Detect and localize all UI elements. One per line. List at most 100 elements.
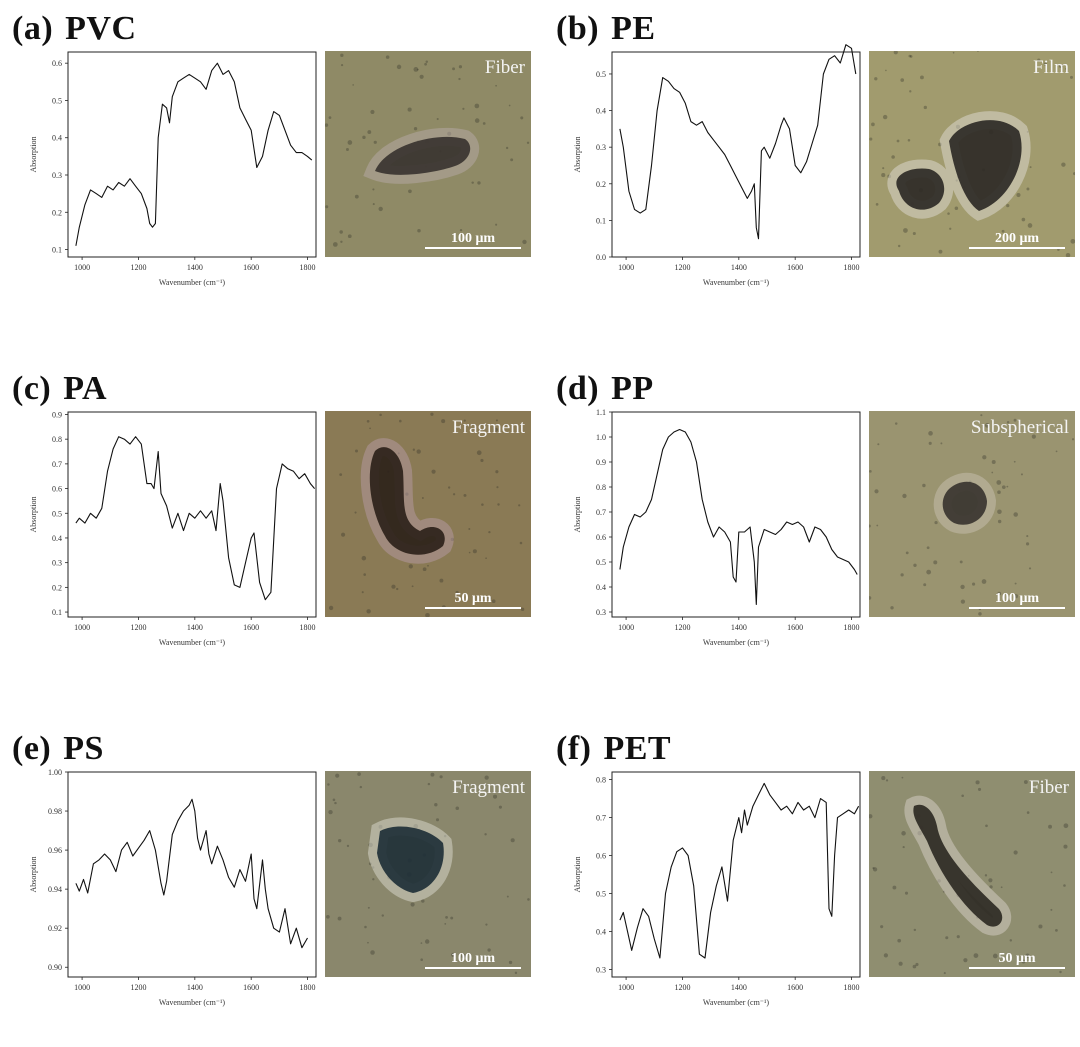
panel-title: (b) PE	[556, 10, 656, 48]
panel-tag: (c)	[12, 370, 52, 407]
y-axis-title: Absorption	[29, 497, 38, 533]
panel-title: (a) PVC	[12, 10, 137, 48]
polymer-name: PS	[63, 730, 104, 767]
y-tick-label: 0.5	[52, 509, 62, 518]
morphology-label: Fiber	[1028, 777, 1069, 798]
micrograph-image: Fiber 50 μm	[869, 771, 1075, 977]
x-tick-label: 1000	[618, 983, 634, 992]
spectrum-line	[75, 62, 313, 246]
x-axis-title: Wavenumber (cm⁻¹)	[703, 278, 770, 287]
spectrum-line	[619, 782, 860, 959]
polymer-name: PVC	[65, 10, 137, 47]
panel-title: (f) PET	[556, 730, 671, 768]
y-tick-label: 0.5	[52, 96, 62, 105]
polymer-name: PP	[611, 370, 654, 407]
x-tick-label: 1400	[187, 983, 203, 992]
panel-a: (a) PVC 1000 1200 1400 1600 1800 0.1 0.2 0.3 0.4 0.…	[12, 10, 532, 310]
y-tick-label: 0.5	[596, 558, 606, 567]
y-tick-label: 0.3	[596, 608, 606, 617]
x-tick-label: 1400	[187, 263, 203, 272]
plot-frame	[611, 771, 861, 978]
y-axis-title: Absorption	[29, 857, 38, 893]
micrograph-image: Film 200 μm	[869, 51, 1075, 257]
y-tick-label: 0.6	[52, 59, 62, 68]
x-axis-title: Wavenumber (cm⁻¹)	[159, 638, 226, 647]
scale-bar	[425, 967, 521, 969]
scale-bar	[425, 247, 521, 249]
y-tick-label: 0.3	[52, 171, 62, 180]
x-tick-label: 1800	[300, 623, 316, 632]
y-tick-label: 0.96	[48, 846, 62, 855]
x-tick-label: 1600	[243, 623, 259, 632]
y-tick-label: 0.2	[52, 583, 62, 592]
y-tick-label: 0.7	[596, 508, 606, 517]
y-tick-label: 0.5	[596, 70, 606, 79]
y-tick-label: 0.4	[52, 534, 62, 543]
y-tick-label: 0.90	[48, 963, 62, 972]
morphology-label: Fragment	[452, 417, 525, 438]
y-tick-label: 0.1	[52, 608, 62, 617]
panel-c: (c) PA 1000 1200 1400 1600 1800 0.1 0.2 0.3 0.4 0.5…	[12, 370, 532, 670]
micrograph-background	[325, 411, 531, 617]
scale-bar	[969, 967, 1065, 969]
panel-f: (f) PET 1000 1200 1400 1600 1800 0.3 0.4 0.5 0.6 0.…	[556, 730, 1076, 1030]
polymer-name: PET	[603, 730, 672, 767]
x-tick-label: 1400	[731, 983, 747, 992]
micrograph-background	[869, 51, 1075, 257]
x-tick-label: 1000	[74, 983, 90, 992]
x-tick-label: 1800	[844, 263, 860, 272]
scale-bar	[969, 247, 1065, 249]
x-tick-label: 1800	[844, 623, 860, 632]
x-tick-label: 1000	[74, 623, 90, 632]
scale-bar-label: 100 μm	[450, 231, 496, 246]
panel-e: (e) PS 1000 1200 1400 1600 1800 0.90 0.92 0.94 0.9…	[12, 730, 532, 1030]
y-axis-title: Absorption	[573, 137, 582, 173]
y-tick-label: 0.6	[52, 485, 62, 494]
morphology-label: Subspherical	[970, 417, 1069, 438]
ftir-spectrum-chart: 1000 1200 1400 1600 1800 0.1 0.2 0.3 0.4 0.5 0.6 0.…	[20, 410, 320, 670]
y-tick-label: 0.1	[52, 246, 62, 255]
ftir-spectrum-chart: 1000 1200 1400 1600 1800 0.90 0.92 0.94 0.96 0.98…	[20, 768, 320, 1030]
panel-title: (d) PP	[556, 370, 654, 408]
y-tick-label: 0.5	[596, 889, 606, 898]
y-tick-label: 0.3	[52, 559, 62, 568]
y-tick-label: 0.92	[48, 924, 62, 933]
panel-tag: (a)	[12, 10, 54, 47]
ftir-spectrum-chart: 1000 1200 1400 1600 1800 0.3 0.4 0.5 0.6 0.7 0.8 0.…	[564, 408, 864, 670]
y-tick-label: 0.9	[596, 458, 606, 467]
y-axis-title: Absorption	[573, 857, 582, 893]
y-tick-label: 0.2	[596, 180, 606, 189]
x-tick-label: 1600	[787, 263, 803, 272]
y-tick-label: 0.4	[596, 583, 606, 592]
x-tick-label: 1400	[731, 263, 747, 272]
y-tick-label: 0.0	[596, 253, 606, 262]
plot-frame	[67, 411, 317, 618]
spectrum-line	[619, 44, 857, 240]
y-tick-label: 0.3	[596, 965, 606, 974]
micrograph-background	[325, 51, 531, 257]
y-axis-title: Absorption	[573, 497, 582, 533]
panel-tag: (d)	[556, 370, 600, 407]
y-tick-label: 0.4	[52, 134, 62, 143]
panel-tag: (e)	[12, 730, 52, 767]
x-axis-title: Wavenumber (cm⁻¹)	[159, 998, 226, 1007]
y-tick-label: 0.7	[52, 460, 62, 469]
y-tick-label: 0.7	[596, 814, 606, 823]
spectrum-line	[75, 798, 308, 949]
x-tick-label: 1000	[618, 263, 634, 272]
y-tick-label: 0.4	[596, 927, 606, 936]
x-tick-label: 1400	[731, 623, 747, 632]
y-tick-label: 0.8	[596, 483, 606, 492]
panel-title: (e) PS	[12, 730, 104, 768]
scale-bar	[425, 607, 521, 609]
x-tick-label: 1200	[674, 263, 690, 272]
y-tick-label: 1.1	[596, 408, 606, 417]
x-tick-label: 1600	[243, 983, 259, 992]
x-tick-label: 1400	[187, 623, 203, 632]
x-tick-label: 1000	[618, 623, 634, 632]
scale-bar-label: 100 μm	[994, 591, 1040, 606]
x-tick-label: 1000	[74, 263, 90, 272]
x-tick-label: 1200	[130, 623, 146, 632]
micrograph-image: Fiber 100 μm	[325, 51, 531, 257]
y-tick-label: 0.8	[596, 776, 606, 785]
